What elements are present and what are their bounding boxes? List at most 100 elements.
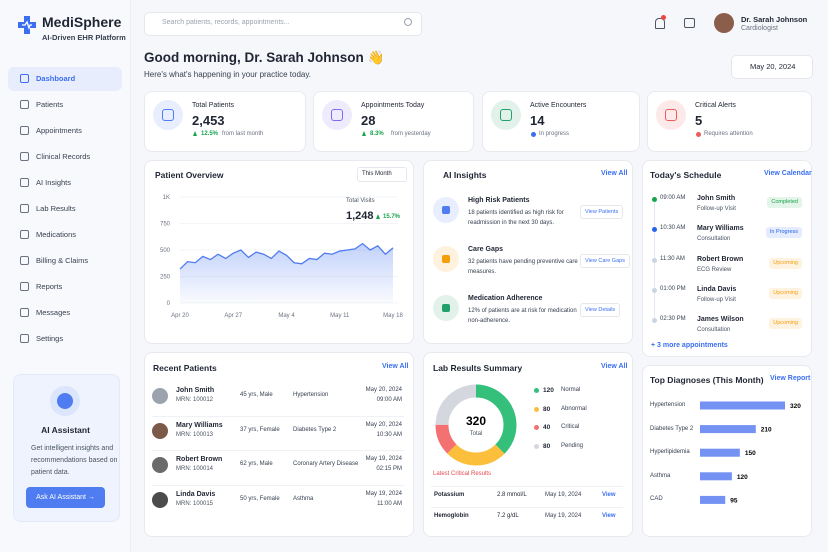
nav-item[interactable]: Settings <box>36 334 64 343</box>
timeline-dot <box>652 318 657 324</box>
patient-time: 11:00 AM <box>377 501 402 508</box>
subgreeting: Here's what's happening in your practice… <box>144 70 311 79</box>
patient-time: 10:30 AM <box>376 431 402 438</box>
result-date: May 19, 2024 <box>545 492 582 498</box>
result-test: Hemoglobin <box>434 512 469 519</box>
schedule-type: Consultation <box>697 236 731 243</box>
insight-action[interactable]: View Care Gaps <box>580 254 630 268</box>
date-picker[interactable] <box>731 55 813 79</box>
patient-mrn: MRN: 100015 <box>176 501 214 508</box>
lab-title: Lab Results Summary <box>433 363 523 373</box>
stat-note: Requires attention <box>704 131 753 137</box>
nav-item[interactable]: Medications <box>36 230 77 239</box>
stat-card <box>647 91 812 152</box>
patient-mrn: MRN: 100014 <box>176 466 214 473</box>
nav-item[interactable]: Messages <box>36 308 71 317</box>
insight-action[interactable]: View Details <box>580 303 621 317</box>
brand-name: MediSphere <box>42 14 122 30</box>
patient-demo: 37 yrs, Female <box>240 426 280 433</box>
patient-time: 02:15 PM <box>376 466 402 473</box>
stat-dot <box>696 132 701 137</box>
patient-name: Linda Davis <box>176 491 216 499</box>
result-action[interactable]: View <box>602 492 616 498</box>
diagnoses-view[interactable]: View Report <box>770 375 811 382</box>
patient-demo: 50 yrs, Female <box>240 496 280 503</box>
nav-item[interactable]: Reports <box>36 282 63 291</box>
insight-title: Medication Adherence <box>468 295 543 302</box>
stat-note: In progress <box>539 131 570 137</box>
stat-icon <box>322 100 352 130</box>
assistant-title: AI Assistant <box>41 425 90 435</box>
nav-icon <box>20 334 29 343</box>
schedule-time: 10:30 AM <box>660 225 686 232</box>
legend-value: 120 <box>543 387 554 394</box>
search-box[interactable] <box>144 12 422 36</box>
patient-avatar <box>152 388 168 404</box>
total-value: 1,248 <box>346 210 374 222</box>
row-divider <box>152 485 404 487</box>
active-nav-bg <box>8 67 122 91</box>
patients-view-all[interactable]: View All <box>382 363 409 370</box>
legend-dot <box>534 425 539 431</box>
insight-text: 12% of patients are at risk for medicati… <box>468 308 577 324</box>
nav-icon <box>20 100 29 109</box>
lab-view-all[interactable]: View All <box>601 363 628 370</box>
nav-item[interactable]: Billing & Claims <box>36 256 89 265</box>
insights-title: AI Insights <box>443 170 487 180</box>
nav-icon <box>20 230 29 239</box>
patient-date: May 20, 2024 <box>365 387 402 393</box>
stat-dot <box>531 132 536 137</box>
lab-card <box>423 352 633 537</box>
patients-title: Recent Patients <box>153 363 217 373</box>
stat-icon-core <box>331 109 343 121</box>
assistant-button[interactable]: Ask AI Assistant → <box>26 487 105 508</box>
schedule-status: Upcoming <box>769 257 802 269</box>
bar-label: CAD <box>650 496 663 503</box>
critical-title: Latest Critical Results <box>433 471 492 477</box>
result-action[interactable]: View <box>602 512 616 519</box>
timeline-dot <box>652 227 657 233</box>
bell-icon[interactable] <box>655 18 665 29</box>
nav-item[interactable]: Dashboard <box>36 74 76 83</box>
total-label: Total Visits <box>346 198 375 204</box>
schedule-name: Mary Williams <box>697 225 744 233</box>
nav-item[interactable]: Appointments <box>36 126 82 135</box>
schedule-type: Follow-up Visit <box>697 296 736 303</box>
insight-icon-core <box>442 255 450 263</box>
nav-item[interactable]: Clinical Records <box>36 152 91 161</box>
patient-avatar <box>152 422 168 439</box>
insights-view-all[interactable]: View All <box>601 170 628 177</box>
user-avatar[interactable] <box>714 13 734 33</box>
date-text: May 20, 2024 <box>750 62 796 71</box>
schedule-view[interactable]: View Calendar <box>764 170 812 177</box>
nav-item[interactable]: Lab Results <box>36 204 76 213</box>
patient-demo: 45 yrs, Male <box>240 392 273 398</box>
insight-title: Care Gaps <box>468 246 504 253</box>
stat-arrow <box>193 131 197 136</box>
insight-action[interactable]: View Patients <box>580 205 624 219</box>
schedule-status: In Progress <box>765 227 802 239</box>
schedule-more[interactable]: + 3 more appointments <box>651 342 728 349</box>
schedule-title: Today's Schedule <box>650 170 722 180</box>
nav-icon <box>20 204 29 213</box>
stat-value: 28 <box>361 113 376 128</box>
bar-label: Hyperlipidemia <box>650 449 690 456</box>
timeline-dot <box>652 257 657 263</box>
nav-item[interactable]: Patients <box>36 100 64 109</box>
schedule-type: Follow-up Visit <box>697 206 736 212</box>
legend-dot <box>534 406 539 412</box>
bar-label: Diabetes Type 2 <box>650 425 694 432</box>
legend-name: Pending <box>561 443 584 450</box>
overview-title: Patient Overview <box>155 170 224 180</box>
schedule-time: 09:00 AM <box>660 195 686 201</box>
period-select[interactable]: This Month <box>357 167 407 182</box>
stat-label: Total Patients <box>192 102 235 109</box>
stat-card <box>144 91 306 152</box>
nav-item[interactable]: AI Insights <box>36 178 72 187</box>
message-icon[interactable] <box>684 18 695 28</box>
stat-icon <box>656 100 686 130</box>
patient-condition: Diabetes Type 2 <box>293 426 337 433</box>
schedule-type: Consultation <box>697 327 731 334</box>
insights-card <box>423 160 633 344</box>
